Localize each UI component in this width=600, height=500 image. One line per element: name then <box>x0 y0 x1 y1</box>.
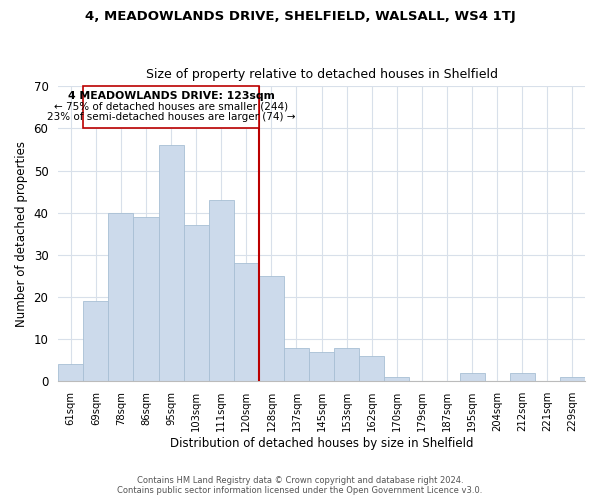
Bar <box>384 377 409 382</box>
Bar <box>334 348 359 382</box>
Text: Contains HM Land Registry data © Crown copyright and database right 2024.
Contai: Contains HM Land Registry data © Crown c… <box>118 476 482 495</box>
Bar <box>184 226 209 382</box>
X-axis label: Distribution of detached houses by size in Shelfield: Distribution of detached houses by size … <box>170 437 473 450</box>
Bar <box>359 356 384 382</box>
Bar <box>158 146 184 382</box>
Y-axis label: Number of detached properties: Number of detached properties <box>15 141 28 327</box>
Text: 23% of semi-detached houses are larger (74) →: 23% of semi-detached houses are larger (… <box>47 112 295 122</box>
Bar <box>309 352 334 382</box>
Bar <box>460 373 485 382</box>
FancyBboxPatch shape <box>83 86 259 128</box>
Bar <box>109 213 133 382</box>
Bar <box>133 217 158 382</box>
Bar <box>83 302 109 382</box>
Text: 4, MEADOWLANDS DRIVE, SHELFIELD, WALSALL, WS4 1TJ: 4, MEADOWLANDS DRIVE, SHELFIELD, WALSALL… <box>85 10 515 23</box>
Bar <box>510 373 535 382</box>
Bar <box>259 276 284 382</box>
Text: ← 75% of detached houses are smaller (244): ← 75% of detached houses are smaller (24… <box>54 101 288 111</box>
Text: 4 MEADOWLANDS DRIVE: 123sqm: 4 MEADOWLANDS DRIVE: 123sqm <box>68 90 274 101</box>
Bar <box>560 377 585 382</box>
Bar <box>209 200 234 382</box>
Bar <box>234 264 259 382</box>
Bar <box>58 364 83 382</box>
Bar <box>284 348 309 382</box>
Title: Size of property relative to detached houses in Shelfield: Size of property relative to detached ho… <box>146 68 497 81</box>
